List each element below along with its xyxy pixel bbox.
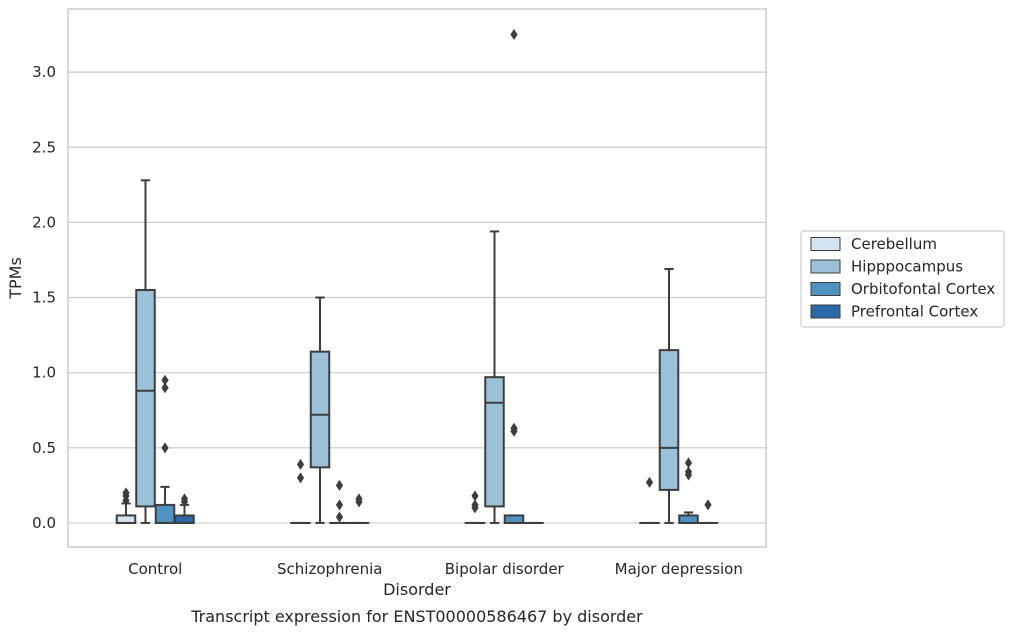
x-axis-ticks: Control Schizophrenia Bipolar disorder Majo… xyxy=(128,560,743,578)
outlier-point xyxy=(471,490,479,502)
box-layer xyxy=(115,29,719,524)
x-tick-label: Bipolar disorder xyxy=(445,560,565,578)
box-body xyxy=(678,514,699,524)
series-prefrontal-cortex xyxy=(174,493,719,524)
legend-label: Orbitofontal Cortex xyxy=(851,280,995,298)
box xyxy=(658,267,680,524)
box xyxy=(135,179,156,524)
outlier-point xyxy=(161,374,169,386)
box xyxy=(154,374,176,524)
outlier-point xyxy=(684,457,693,469)
box xyxy=(290,458,311,524)
outlier-point xyxy=(335,499,344,511)
outlier-point xyxy=(335,511,344,523)
box xyxy=(484,230,505,524)
y-tick-label: 0.5 xyxy=(32,439,56,457)
box xyxy=(309,296,331,524)
legend-label: Cerebellum xyxy=(851,235,937,253)
y-gridlines xyxy=(68,71,766,524)
outlier-point xyxy=(122,487,130,499)
legend-swatch xyxy=(810,237,841,251)
chart-caption: Transcript expression for ENST0000058646… xyxy=(190,607,643,626)
outlier-point xyxy=(510,29,518,41)
box xyxy=(464,490,486,524)
box-body xyxy=(174,514,195,524)
outlier-point xyxy=(161,442,169,454)
plot-frame xyxy=(67,8,767,548)
box-body xyxy=(503,514,525,524)
box-body xyxy=(135,289,156,508)
box xyxy=(329,479,350,524)
outlier-point xyxy=(684,466,693,478)
box xyxy=(678,457,699,524)
series-cerebellum xyxy=(115,458,660,524)
outlier-point xyxy=(704,499,712,511)
x-axis-label: Disorder xyxy=(383,580,451,599)
outlier-point xyxy=(296,458,305,470)
series-hipppocampus xyxy=(135,179,680,524)
y-tick-label: 3.0 xyxy=(32,63,56,81)
y-tick-label: 2.0 xyxy=(32,213,56,231)
legend-label: Prefrontal Cortex xyxy=(851,303,978,321)
y-axis-ticks: 0.0 0.5 1.0 1.5 2.0 2.5 3.0 xyxy=(32,63,56,532)
box xyxy=(348,493,370,524)
outlier-point xyxy=(645,476,654,488)
box xyxy=(174,493,195,524)
box-body xyxy=(309,350,331,469)
series-orbitofontal-cortex xyxy=(154,29,699,524)
y-tick-label: 2.5 xyxy=(32,138,56,156)
box-body xyxy=(658,349,680,491)
x-tick-label: Control xyxy=(128,560,182,578)
legend-swatch xyxy=(810,282,841,296)
legend-swatch xyxy=(810,259,841,274)
legend-label: Hipppocampus xyxy=(851,258,963,276)
y-axis-label: TPMs xyxy=(6,257,25,300)
outlier-point xyxy=(510,422,518,434)
y-tick-label: 0.0 xyxy=(32,514,56,532)
x-tick-label: Schizophrenia xyxy=(277,560,382,578)
box-body xyxy=(154,503,176,524)
box xyxy=(639,476,660,524)
box xyxy=(697,499,719,524)
box-body xyxy=(484,376,505,508)
outlier-point xyxy=(296,472,305,484)
outlier-point xyxy=(335,479,344,491)
box xyxy=(503,29,525,524)
x-tick-label: Major depression xyxy=(615,560,743,578)
outlier-point xyxy=(355,493,363,505)
y-tick-label: 1.5 xyxy=(32,289,56,307)
legend: Cerebellum Hipppocampus Orbitofontal Corte… xyxy=(800,230,1005,328)
box-body xyxy=(115,514,137,524)
legend-swatch xyxy=(810,304,841,319)
outlier-point xyxy=(471,499,479,511)
legend-frame xyxy=(800,230,1005,328)
box xyxy=(115,487,137,524)
outlier-point xyxy=(180,493,189,505)
y-tick-label: 1.0 xyxy=(32,364,56,382)
outlier-point xyxy=(161,382,169,394)
